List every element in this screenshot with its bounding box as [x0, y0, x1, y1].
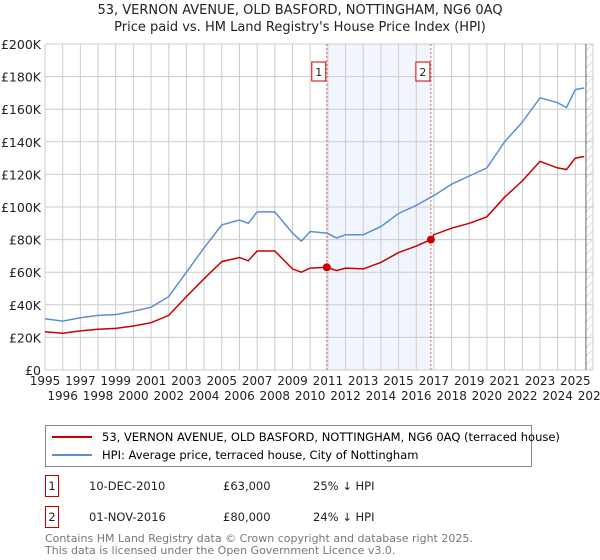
sale-row-2: 2 01-NOV-2016 £80,000 24% ↓ HPI: [45, 506, 445, 528]
sale-hpi-diff: 25% ↓ HPI: [313, 479, 375, 493]
y-tick-label: £200K: [1, 37, 42, 52]
y-tick-label: £140K: [1, 135, 42, 150]
x-tick-label: 2013: [348, 374, 379, 388]
legend: 53, VERNON AVENUE, OLD BASFORD, NOTTINGH…: [45, 425, 560, 467]
y-tick-label: £100K: [1, 200, 42, 215]
x-tick-label: 2021: [489, 374, 520, 388]
legend-label-hpi: HPI: Average price, terraced house, City…: [102, 448, 419, 462]
series-line-hpi: [44, 87, 585, 322]
x-tick-label: 2009: [277, 374, 308, 388]
chart-title: 53, VERNON AVENUE, OLD BASFORD, NOTTINGH…: [97, 3, 503, 18]
x-tick-label: 2024: [542, 389, 573, 403]
sale-badge: 1: [45, 475, 59, 497]
x-tick-label: 2004: [189, 389, 220, 403]
x-tick-label: 2018: [436, 389, 467, 403]
sale-date: 01-NOV-2016: [89, 510, 166, 524]
y-tick-label: £0: [25, 363, 41, 378]
sale-marker-label: 2: [419, 66, 426, 79]
sale-marker-box: [311, 61, 327, 82]
y-tick-label: £20K: [9, 330, 42, 345]
x-tick-label: 2001: [136, 374, 167, 388]
x-tick-label: 2003: [171, 374, 202, 388]
x-tick-label: 2019: [454, 374, 485, 388]
x-tick-label: 2007: [242, 374, 273, 388]
sale-price: £63,000: [223, 479, 271, 493]
footer: Contains HM Land Registry data © Crown c…: [45, 533, 473, 557]
sale-marker-box: [415, 61, 431, 82]
footer-line-2: This data is licensed under the Open Gov…: [45, 544, 396, 557]
sale-point: [426, 235, 435, 244]
sale-point: [322, 263, 331, 272]
y-tick-label: £80K: [9, 233, 42, 248]
x-tick-label: 2015: [383, 374, 414, 388]
x-tick-label: 2023: [525, 374, 556, 388]
x-tick-label: 1996: [47, 389, 78, 403]
x-tick-label: 1998: [83, 389, 114, 403]
x-tick-label: 2010: [295, 389, 326, 403]
x-tick-label: 1999: [100, 374, 131, 388]
y-tick-label: £60K: [9, 265, 42, 280]
x-tick-label: 2017: [419, 374, 450, 388]
x-tick-label: 2002: [153, 389, 184, 403]
sale-row-1: 1 10-DEC-2010 £63,000 25% ↓ HPI: [45, 475, 445, 497]
x-tick-label: 1995: [30, 374, 61, 388]
x-tick-label: 2008: [260, 389, 291, 403]
sale-date: 10-DEC-2010: [89, 479, 166, 493]
x-tick-label: 2012: [330, 389, 361, 403]
legend-label-property: 53, VERNON AVENUE, OLD BASFORD, NOTTINGH…: [102, 430, 560, 444]
sale-badge: 2: [45, 506, 59, 528]
x-tick-label: 2020: [472, 389, 503, 403]
legend-swatch-hpi: [52, 454, 92, 456]
y-tick-label: £160K: [1, 102, 42, 117]
x-tick-label: 2025: [560, 374, 591, 388]
x-tick-label: 2005: [207, 374, 238, 388]
sale-marker-label: 1: [315, 66, 322, 79]
x-tick-label: 2016: [401, 389, 432, 403]
y-tick-label: £180K: [1, 70, 42, 85]
x-tick-label: 2014: [366, 389, 397, 403]
legend-swatch-property: [52, 436, 92, 438]
y-tick-label: £120K: [1, 167, 42, 182]
x-tick-label: 2006: [224, 389, 255, 403]
footer-line-1: Contains HM Land Registry data © Crown c…: [45, 532, 473, 545]
x-tick-label: 1997: [65, 374, 96, 388]
plot-area: £0 £20K £40K £60K £80K £100K £120K £140K £160K £1…: [1, 37, 600, 403]
x-tick-label: 2026: [578, 389, 600, 403]
sale-price: £80,000: [223, 510, 271, 524]
x-tick-label: 2011: [313, 374, 344, 388]
sale-hpi-diff: 24% ↓ HPI: [313, 510, 375, 524]
chart-subtitle: Price paid vs. HM Land Registry's House …: [114, 20, 486, 35]
x-tick-label: 2022: [507, 389, 538, 403]
series-line-property: [44, 155, 585, 335]
x-tick-label: 2000: [118, 389, 149, 403]
y-tick-label: £40K: [9, 298, 42, 313]
